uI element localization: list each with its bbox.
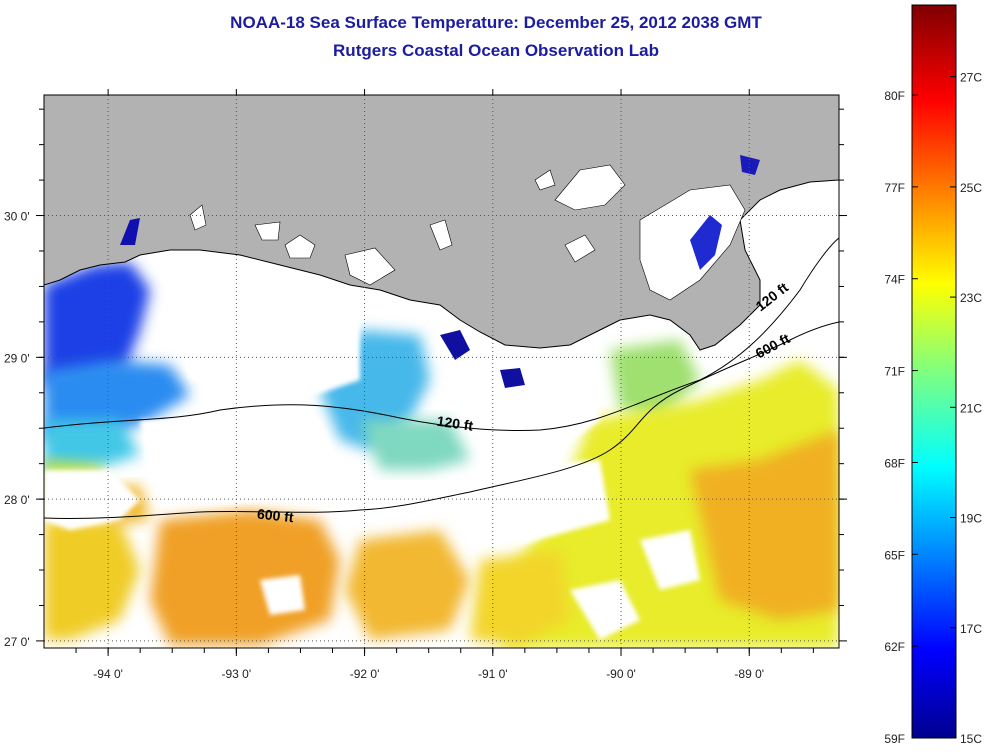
colorbar-label-f: 74F xyxy=(884,273,905,287)
bay xyxy=(440,330,470,360)
colorbar-label-c: 21C xyxy=(960,401,982,415)
colorbar-label-f: 71F xyxy=(884,365,905,379)
map-subtitle: Rutgers Coastal Ocean Observation Lab xyxy=(333,41,659,60)
lake xyxy=(344,247,396,286)
cloud-patch xyxy=(170,270,360,400)
sst-east-orange xyxy=(690,430,839,620)
cloud-patch xyxy=(260,575,305,615)
colorbar-label-f: 80F xyxy=(884,89,905,103)
sst-south-orange-2 xyxy=(345,530,470,640)
x-tick-label: -90 0' xyxy=(606,667,636,681)
plot-frame xyxy=(43,94,840,649)
colorbar-label-c: 23C xyxy=(960,291,982,305)
lake xyxy=(254,221,281,241)
contour-label: 120 ft xyxy=(436,413,475,434)
x-tick-label: -89 0' xyxy=(734,667,764,681)
y-tick-label: 29 0' xyxy=(4,351,30,365)
y-tick-label: 28 0' xyxy=(4,493,30,507)
sst-data-layer xyxy=(44,95,839,648)
contour-600ft xyxy=(44,321,839,519)
map-title: NOAA-18 Sea Surface Temperature: Decembe… xyxy=(230,13,762,32)
y-tick-label: 27 0' xyxy=(4,635,30,649)
lake xyxy=(534,169,556,191)
contour-120ft xyxy=(44,237,839,431)
bathymetry-contours xyxy=(44,237,839,519)
lake xyxy=(429,219,453,251)
cloud-patch xyxy=(470,460,610,545)
x-tick-label: -92 0' xyxy=(350,667,380,681)
sst-cold-patch xyxy=(44,262,150,385)
bay xyxy=(740,155,760,175)
x-tick-label: -91 0' xyxy=(478,667,508,681)
colorbar-label-f: 77F xyxy=(884,181,905,195)
sst-cyan-patch xyxy=(44,420,140,475)
colorbar-labels: 80F 77F 74F 71F 68F 65F 62F 59F 27C 25C 23C 21C 19C 1… xyxy=(884,71,982,746)
colorbar-label-c: 17C xyxy=(960,622,982,636)
bay xyxy=(690,215,722,270)
axis-ticks: -94 0' -93 0' -92 0' -91 0' -90 0' -89 0' 30 0… xyxy=(4,89,847,681)
cloud-patch xyxy=(440,380,600,450)
bay xyxy=(120,218,140,245)
colorbar-label-f: 62F xyxy=(884,640,905,654)
colorbar-label-c: 25C xyxy=(960,181,982,195)
sst-south-yellow xyxy=(470,550,570,645)
colorbar-label-f: 68F xyxy=(884,456,905,470)
sst-east-green xyxy=(610,340,700,420)
colorbar-label-c: 15C xyxy=(960,732,982,746)
x-tick-label: -94 0' xyxy=(93,667,123,681)
sst-southwest-yellow xyxy=(44,520,140,640)
cloud-patch xyxy=(570,580,640,640)
lake xyxy=(189,204,207,231)
sst-south-orange xyxy=(150,510,340,645)
grid-lines xyxy=(44,95,839,648)
x-tick-label: -93 0' xyxy=(222,667,252,681)
lake xyxy=(564,234,596,263)
sst-central-green xyxy=(360,420,470,470)
colorbar-label-c: 27C xyxy=(960,71,982,85)
cloud-patch xyxy=(640,530,700,590)
contour-label: 600 ft xyxy=(256,506,294,526)
cloud-patch xyxy=(44,470,140,530)
colorbar xyxy=(911,4,957,739)
colorbar-label-f: 59F xyxy=(884,732,905,746)
lake xyxy=(554,164,626,211)
y-tick-label: 30 0' xyxy=(4,210,30,224)
bay xyxy=(500,368,525,388)
colorbar-label-f: 65F xyxy=(884,548,905,562)
cloud-patch xyxy=(140,420,340,505)
lake xyxy=(284,234,316,259)
colorbar-label-c: 19C xyxy=(960,512,982,526)
